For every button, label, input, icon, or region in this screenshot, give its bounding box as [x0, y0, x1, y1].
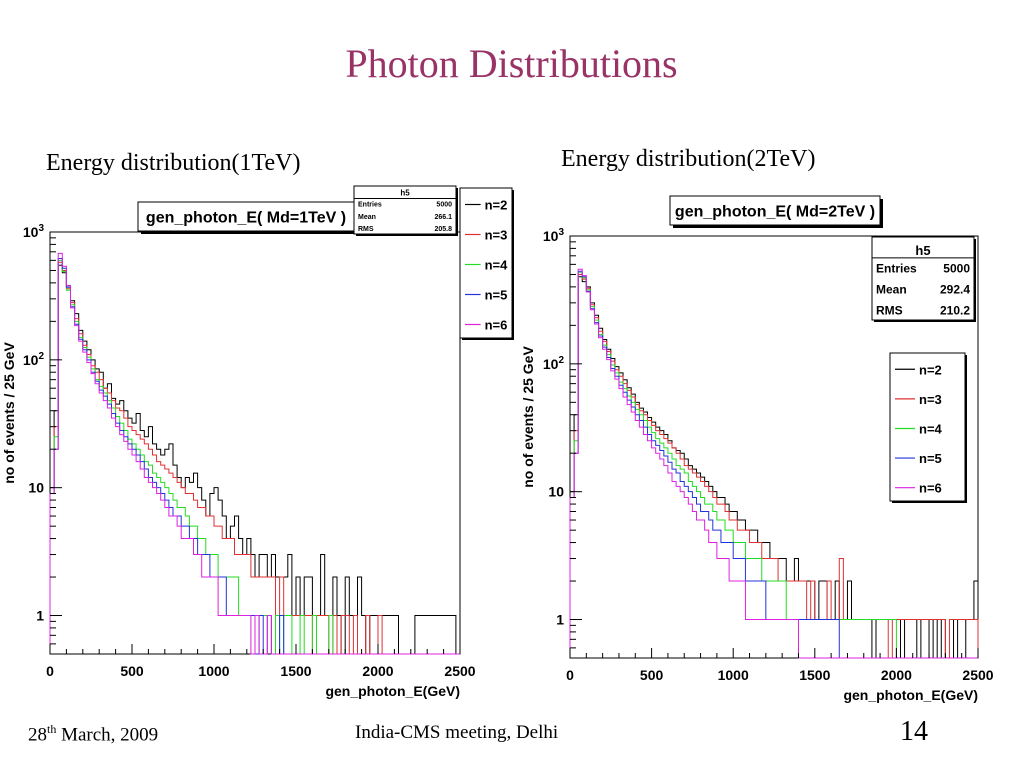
stats-mean-value: 266.1 — [434, 214, 452, 221]
stats-mean-value: 292.4 — [940, 283, 970, 297]
legend-label-n2: n=2 — [919, 362, 942, 377]
x-tick-label: 0 — [566, 667, 574, 683]
stats-rms-label: RMS — [358, 226, 374, 233]
y-tick-label: 1 — [36, 608, 44, 624]
histogram-title: gen_photon_E( Md=2TeV ) — [675, 204, 875, 221]
x-tick-label: 1000 — [198, 663, 229, 679]
plot-frame — [49, 231, 461, 655]
histogram-title: gen_photon_E( Md=1TeV ) — [146, 210, 346, 227]
stats-rms-value: 210.2 — [940, 304, 970, 318]
y-tick-label: 102 — [23, 351, 45, 368]
stats-rms-label: RMS — [876, 304, 903, 318]
y-tick-label: 1 — [556, 612, 564, 628]
stats-rms-value: 205.8 — [434, 226, 452, 233]
stats-name: h5 — [400, 189, 410, 198]
x-axis-label: gen_photon_E(GeV) — [843, 687, 978, 703]
legend-label-n4: n=4 — [485, 258, 509, 273]
x-tick-label: 2000 — [362, 663, 393, 679]
x-tick-label: 500 — [120, 663, 144, 679]
x-tick-label: 1500 — [280, 663, 311, 679]
x-tick-label: 0 — [46, 663, 54, 679]
footer-date-sup: th — [47, 722, 57, 736]
stats-mean-label: Mean — [876, 283, 907, 297]
x-tick-label: 2500 — [962, 667, 993, 683]
stats-box — [353, 185, 457, 235]
y-tick-label: 10 — [28, 480, 44, 496]
legend-label-n5: n=5 — [919, 451, 942, 466]
stats-entries-value: 5000 — [436, 202, 452, 209]
x-tick-label: 2000 — [881, 667, 912, 683]
legend-label-n5: n=5 — [485, 288, 508, 303]
x-tick-label: 500 — [640, 667, 664, 683]
stats-box — [871, 236, 975, 321]
panel-caption-1tev: Energy distribution(1TeV) — [46, 150, 301, 176]
series-n6-line — [569, 268, 978, 659]
legend-label-n3: n=3 — [919, 392, 942, 407]
x-tick-label: 2500 — [444, 663, 475, 679]
stats-mean-label: Mean — [358, 214, 376, 221]
title-box — [669, 195, 881, 226]
x-tick-label: 1500 — [799, 667, 830, 683]
footer-date-day: 28 — [28, 724, 47, 746]
series-n3-line — [49, 261, 460, 655]
footer-date: 28th March, 2009 — [28, 722, 158, 746]
x-tick-label: 1000 — [718, 667, 749, 683]
y-tick-label: 103 — [23, 223, 45, 240]
stats-entries-label: Entries — [358, 202, 382, 209]
y-axis-label: no of events / 25 GeV — [1, 342, 17, 484]
histogram-plot-2tev: 0 500 1000 1500 2000 2500103102101gen_photon_… — [520, 195, 994, 703]
series-n4-line — [569, 271, 978, 659]
stats-entries-label: Entries — [876, 262, 917, 276]
footer-meeting: India-CMS meeting, Delhi — [355, 722, 559, 743]
stats-name: h5 — [915, 243, 930, 258]
panel-caption-2tev: Energy distribution(2TeV) — [561, 146, 816, 172]
y-tick-label: 102 — [543, 355, 565, 372]
footer-date-rest: March, 2009 — [56, 724, 159, 746]
legend-label-n4: n=4 — [919, 421, 943, 436]
legend-box — [889, 352, 966, 502]
y-axis-label: no of events / 25 GeV — [520, 346, 536, 488]
y-tick-label: 10 — [548, 484, 564, 500]
slide-title: Photon Distributions — [345, 41, 678, 86]
legend-box — [459, 187, 513, 339]
legend-label-n2: n=2 — [485, 198, 508, 213]
x-axis-label: gen_photon_E(GeV) — [325, 683, 460, 699]
page-number: 14 — [900, 716, 928, 747]
series-n6-line — [49, 252, 460, 655]
y-tick-label: 103 — [543, 227, 565, 244]
histogram-plot-1tev: 0 500 1000 1500 2000 2500103102101gen_photon_… — [1, 185, 514, 699]
stats-entries-value: 5000 — [943, 262, 970, 276]
title-box — [137, 201, 355, 232]
legend-label-n6: n=6 — [919, 481, 942, 496]
legend-label-n3: n=3 — [485, 228, 508, 243]
legend-label-n6: n=6 — [485, 318, 508, 333]
